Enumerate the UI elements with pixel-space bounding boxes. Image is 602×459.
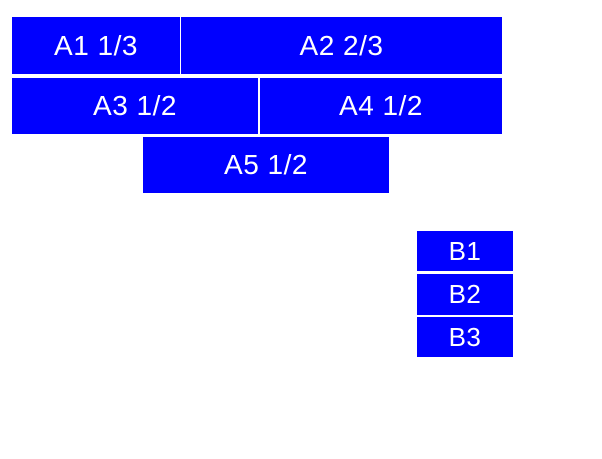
box-b1: B1 [417, 231, 513, 271]
box-b3: B3 [417, 317, 513, 357]
box-b2: B2 [417, 274, 513, 315]
box-a5: A5 1/2 [143, 137, 389, 193]
box-a2: A2 2/3 [181, 17, 502, 74]
box-a4: A4 1/2 [260, 78, 502, 134]
box-a3: A3 1/2 [12, 78, 258, 134]
box-a1: A1 1/3 [12, 17, 180, 74]
